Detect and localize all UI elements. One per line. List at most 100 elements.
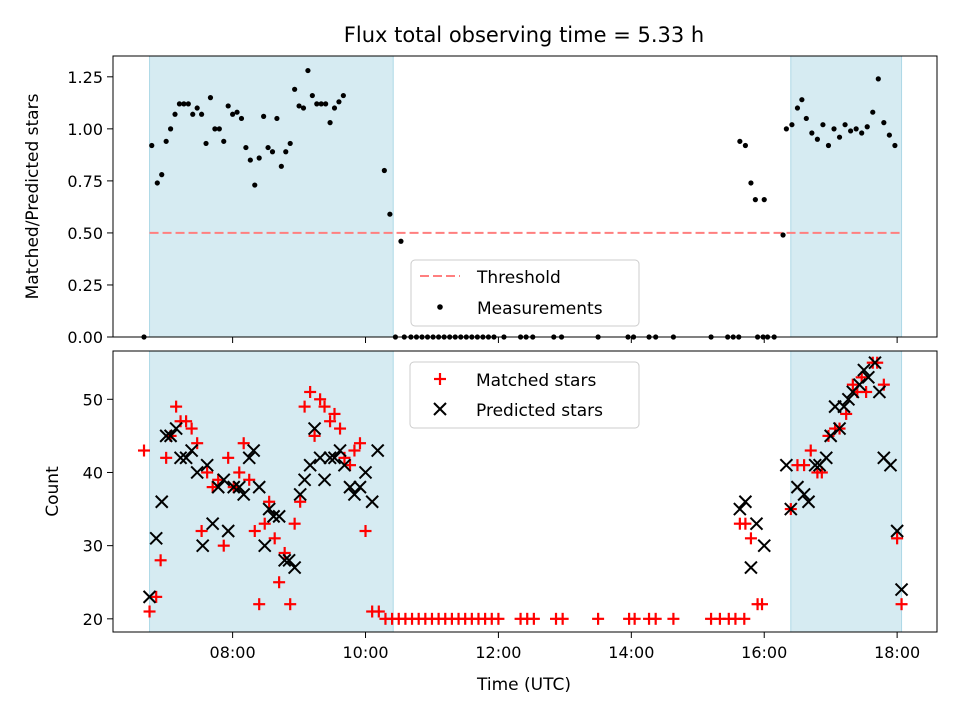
predicted-star-point [179,451,193,465]
matched-star-point [304,385,317,398]
measurement-point [783,126,789,132]
measurement-point [216,126,222,132]
measurement-point [836,134,843,140]
predicted-star-point [272,509,286,524]
legend-matched-label: Matched stars [476,371,596,391]
predicted-star-point [169,421,183,436]
predicted-star-point [358,465,373,480]
predicted-star-point [211,480,225,494]
predicted-star-point [246,443,261,458]
predicted-star-point [217,473,231,487]
legend-threshold-label: Threshold [476,268,561,288]
measurement-point [794,105,801,111]
predicted-star-point [841,392,856,407]
predicted-star-point [852,377,867,392]
measurement-point [398,238,404,244]
predicted-star-point [832,421,847,436]
top-panel: 0.00 0.25 0.50 0.75 1.00 1.25 Matched/Predict… [23,55,938,347]
measurement-point [859,130,865,136]
measurement-point [853,126,859,132]
measurement-point [194,105,200,111]
matched-star-point [804,444,817,457]
matched-star-point [243,473,256,486]
measurement-point [154,180,160,186]
legend-measurements-label: Measurements [477,299,603,319]
matched-star-point [191,437,204,450]
matched-star-point [150,590,163,603]
matched-star-point [344,459,357,472]
predicted-star-point [868,356,882,370]
matched-star-point [253,598,266,611]
matched-star-point [217,539,230,552]
measurement-point [761,197,767,203]
predicted-star-point [297,473,312,487]
measurement-point [296,103,302,109]
measurement-point [799,97,805,103]
matched-star-point [328,407,341,420]
measurement-point [789,122,795,128]
matched-star-point [160,451,173,464]
matched-star-point [798,459,811,472]
predicted-star-point [266,509,281,524]
predicted-star-point [738,495,753,509]
measurement-point [167,126,174,132]
measurement-point [820,122,826,128]
measurement-point [149,142,155,149]
predicted-star-point [190,465,204,480]
measurement-point [172,111,178,117]
measurement-point [318,101,324,107]
observing-window-2 [790,55,903,338]
predicted-star-point [184,443,199,458]
predicted-star-point [365,495,379,509]
matched-star-point [154,554,167,567]
matched-star-point [822,429,835,442]
measurement-point [221,138,227,144]
measurement-point [881,120,887,126]
predicted-star-point [159,429,173,443]
predicted-star-point [155,495,169,509]
matched-star-point [756,598,769,611]
predicted-star-point [303,458,317,472]
matched-star-point [308,429,321,442]
predicted-star-point [749,516,764,531]
matched-star-point [372,605,385,618]
predicted-star-point [808,458,822,472]
measurement-point [261,113,267,119]
measurement-point [238,115,245,122]
predicted-star-point [227,480,241,494]
predicted-star-point [258,538,272,553]
matched-star-point [314,393,327,406]
predicted-star-point [262,502,276,516]
bottom-legend: Matched stars Predicted stars [409,361,640,429]
measurement-point [256,155,262,161]
predicted-star-point [837,399,851,414]
predicted-star-point [236,487,251,502]
measurement-point [814,136,820,142]
matched-star-point [201,466,214,479]
measurement-point [203,140,209,147]
y-tick-label: 0.75 [67,172,103,191]
predicted-star-point [142,590,157,604]
chart-title: Flux total observing time = 5.33 h [344,23,704,47]
measurement-point [336,99,342,105]
predicted-star-point [173,451,188,465]
predicted-star-point [333,443,347,458]
measurement-point [265,144,271,151]
matched-star-point [284,598,297,611]
matched-star-point [891,532,904,545]
measurement-point [199,111,205,117]
measurement-point [274,115,280,122]
measurement-point [287,140,293,147]
matched-star-point [860,385,873,398]
matched-star-point [738,612,751,625]
measurement-point [864,124,870,130]
matched-star-point [138,444,151,457]
y-tick-label: 1.00 [67,120,103,139]
matched-star-point [556,612,569,625]
measurement-point [269,149,276,155]
predicted-star-point [337,458,352,472]
measurement-point [387,211,393,217]
measurement-point [185,101,191,107]
predicted-star-point [242,451,256,465]
